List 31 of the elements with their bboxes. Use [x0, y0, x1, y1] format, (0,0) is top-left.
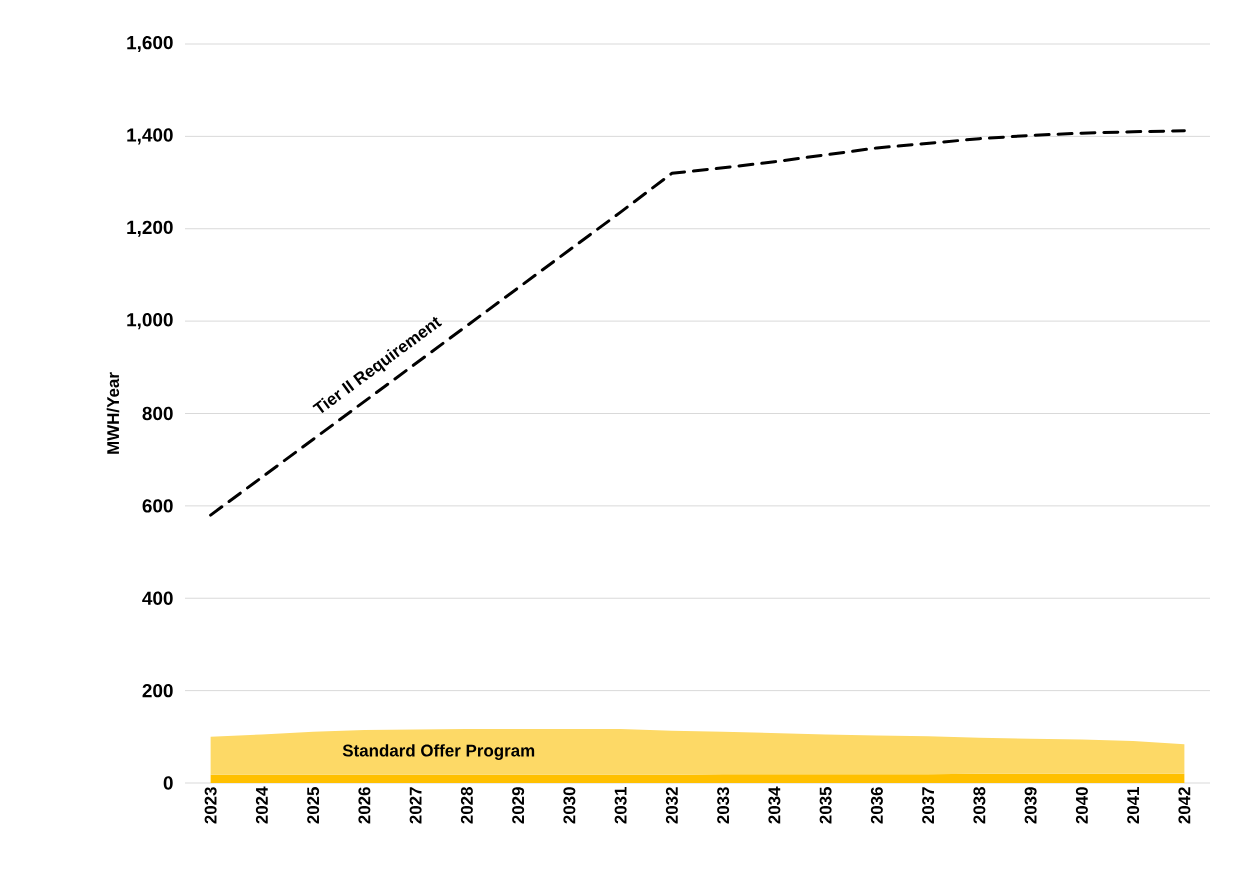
x-tick-label: 2036: [870, 787, 883, 824]
x-tick-label: 2040: [1075, 787, 1088, 824]
x-tick-label: 2031: [614, 786, 627, 824]
x-tick-label: 2030: [563, 787, 576, 824]
x-tick-label: 2035: [819, 786, 832, 824]
x-tick-label: 2029: [512, 787, 525, 824]
y-axis-title: MWH/Year: [106, 372, 120, 454]
x-tick-label: 2033: [717, 787, 730, 824]
x-tick-label: 2026: [358, 787, 371, 824]
series-label: Standard Offer Program: [342, 744, 535, 760]
x-tick-label: 2034: [768, 786, 781, 824]
x-tick-label: 2042: [1178, 787, 1191, 824]
x-tick-label: 2032: [665, 787, 678, 824]
y-tick-label: 1,600: [127, 35, 173, 53]
x-tick-label: 2039: [1024, 787, 1037, 824]
y-tick-label: 600: [142, 499, 173, 513]
y-tick-label: 1,200: [127, 220, 173, 237]
x-tick-label: 2028: [460, 787, 473, 824]
x-tick-label: 2025: [307, 786, 320, 824]
y-tick-label: 200: [142, 683, 173, 698]
x-tick-label: 2027: [409, 787, 422, 824]
x-tick-label: 2023: [204, 787, 217, 824]
x-tick-label: 2024: [255, 786, 268, 824]
y-tick-label: 800: [142, 406, 173, 421]
y-tick-label: 1,000: [127, 313, 173, 330]
y-tick-label: 1,400: [127, 128, 173, 145]
x-tick-label: 2038: [973, 787, 986, 824]
y-tick-label: 400: [142, 591, 173, 605]
y-tick-label: 0: [163, 776, 173, 790]
x-tick-label: 2037: [922, 787, 935, 824]
x-tick-label: 2041: [1127, 786, 1140, 824]
